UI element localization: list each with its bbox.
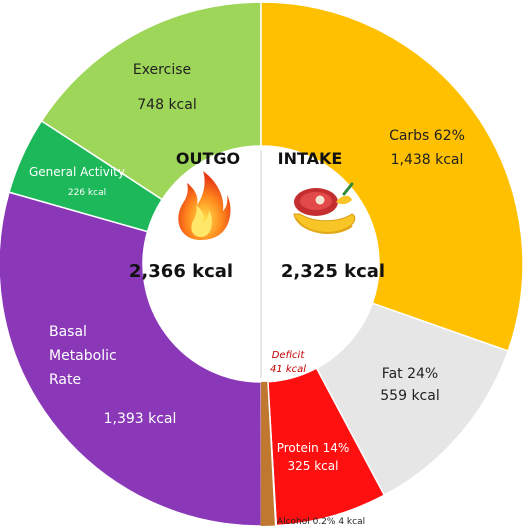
food-icon [293,182,356,234]
flame-icon [178,171,231,240]
intake-title: INTAKE [278,149,343,168]
outgo-total: 2,366 kcal [129,261,233,282]
carbs-name: Carbs 62% [389,128,465,144]
protein-name: Protein 14% [277,441,350,455]
fat-name: Fat 24% [382,366,438,382]
bmr-name-line-3: Rate [49,372,81,388]
protein-value: 325 kcal [288,459,339,473]
carbs-value: 1,438 kcal [391,152,464,168]
general-activity-value: 226 kcal [68,188,106,198]
bmr-name-line-2: Metabolic [49,348,117,364]
fat-value: 559 kcal [380,388,439,404]
exercise-name: Exercise [133,62,191,78]
deficit-value: 41 kcal [270,364,306,375]
general-activity-name: General Activity [29,165,125,179]
intake-total: 2,325 kcal [281,261,385,282]
deficit-label: Deficit [272,350,306,361]
bmr-name-line-1: Basal [49,324,87,340]
bmr-value: 1,393 kcal [104,411,177,427]
exercise-value: 748 kcal [137,97,196,113]
alcohol-label: Alcohol 0.2% 4 kcal [277,517,365,527]
outgo-title: OUTGO [176,149,240,168]
